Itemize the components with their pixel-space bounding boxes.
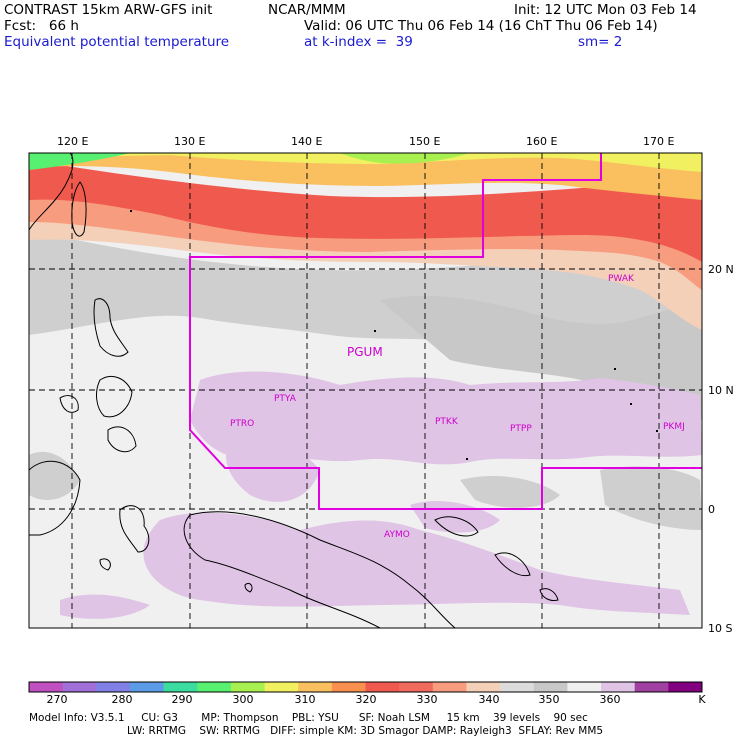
colorbar-label-340: 340	[478, 693, 500, 706]
level-index: at k-index = 39	[304, 34, 413, 50]
colorbar-label-290: 290	[171, 693, 193, 706]
map-frame	[28, 152, 703, 629]
colorbar-swatch	[500, 682, 535, 692]
lat-label-20n: 20 N	[708, 263, 734, 276]
colorbar-swatch	[567, 682, 602, 692]
lat-label-10s: 10 S	[708, 622, 733, 635]
station-pgum: PGUM	[347, 345, 383, 359]
field-name: Equivalent potential temperature	[4, 34, 230, 50]
lon-label-130: 130 E	[174, 135, 206, 148]
colorbar-label-320: 320	[355, 693, 377, 706]
colorbar-swatch	[264, 682, 299, 692]
model-title: CONTRAST 15km ARW-GFS init	[4, 2, 213, 18]
colorbar-swatch	[432, 682, 467, 692]
lon-label-150: 150 E	[409, 135, 441, 148]
model-info-line1: Model Info: V3.5.1 CU: G3 MP: Thompson P…	[29, 712, 588, 724]
colorbar-label-300: 300	[232, 693, 254, 706]
colorbar-label-270: 270	[46, 693, 68, 706]
station-pwak: PWAK	[608, 274, 634, 284]
forecast-hour: Fcst: 66 h	[4, 18, 79, 34]
smoothing-label: sm= 2	[578, 34, 623, 50]
boundary-line	[189, 153, 702, 510]
station-ptpp: PTPP	[510, 424, 532, 434]
colorbar-label-310: 310	[294, 693, 316, 706]
station-ptkk: PTKK	[435, 417, 458, 427]
lon-label-120: 120 E	[57, 135, 89, 148]
colorbar-unit: K	[698, 693, 706, 706]
colorbar-swatch	[331, 682, 366, 692]
colorbar-swatch	[298, 682, 333, 692]
colorbar-label-350: 350	[538, 693, 560, 706]
colorbar-swatch	[29, 682, 64, 692]
valid-time: Valid: 06 UTC Thu 06 Feb 14 (16 ChT Thu …	[304, 18, 658, 34]
colorbar-swatch	[230, 682, 266, 692]
colorbar-swatch	[96, 682, 131, 692]
station-ptya: PTYA	[274, 394, 296, 404]
colorbar-swatch	[601, 682, 636, 692]
init-time: Init: 12 UTC Mon 03 Feb 14	[514, 2, 697, 18]
station-aymo: AYMO	[384, 530, 410, 540]
lat-label-10n: 10 N	[708, 384, 734, 397]
station-pkmj: PKMJ	[663, 422, 685, 432]
station-ptro: PTRO	[230, 419, 255, 429]
colorbar-swatch	[533, 682, 568, 692]
colorbar-label-280: 280	[111, 693, 133, 706]
colorbar-label-330: 330	[416, 693, 438, 706]
colorbar-swatch	[197, 682, 232, 692]
lat-lon-grid	[29, 153, 702, 628]
org-label: NCAR/MMM	[268, 2, 346, 18]
lon-label-140: 140 E	[291, 135, 323, 148]
lon-label-170: 170 E	[643, 135, 675, 148]
model-info-line2: LW: RRTMG SW: RRTMG DIFF: simple KM: 3D …	[127, 725, 604, 737]
lon-label-160: 160 E	[526, 135, 558, 148]
colorbar-swatch	[129, 682, 165, 692]
colorbar	[28, 681, 703, 693]
colorbar-label-360: 360	[599, 693, 621, 706]
theta-e-field	[29, 153, 702, 628]
colorbar-frame	[28, 681, 703, 693]
colorbar-swatch	[365, 682, 400, 692]
colorbar-swatch	[466, 682, 501, 692]
colorbar-swatch	[163, 682, 198, 692]
colorbar-swatch	[62, 682, 97, 692]
lat-label-eq: 0	[708, 503, 715, 516]
colorbar-swatch	[399, 682, 434, 692]
colorbar-swatch	[668, 682, 703, 692]
colorbar-swatch	[634, 682, 669, 692]
